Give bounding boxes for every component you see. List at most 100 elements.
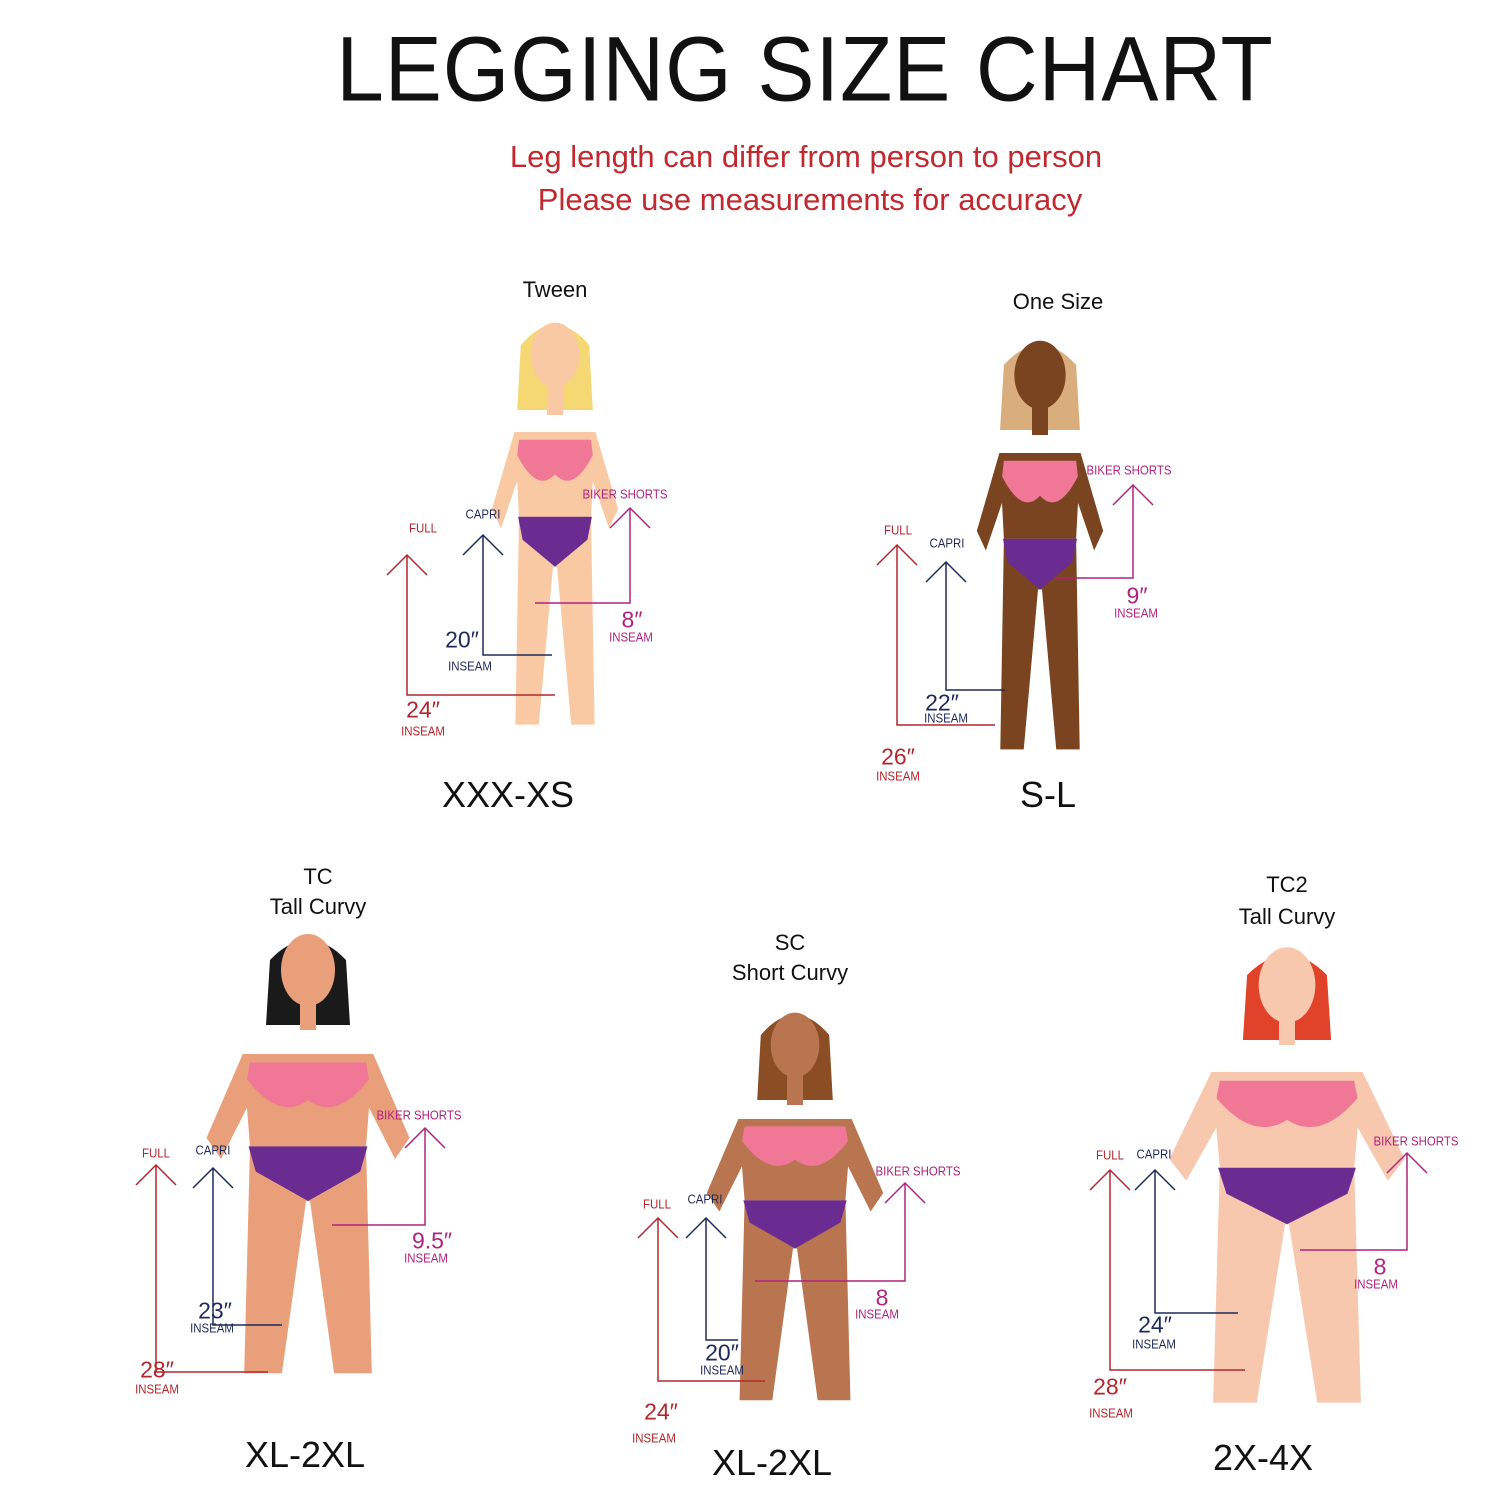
capri-label: CAPRI [465,506,501,522]
panel-title: Tall Curvy [1238,904,1336,929]
size-label: XXX-XS [441,774,575,815]
full-arrow-head [135,1163,177,1186]
inseam-label: INSEAM [448,658,492,674]
briefs [518,516,592,567]
full-arrow-head [637,1216,679,1239]
inseam-label: INSEAM [135,1381,179,1397]
capri-label: CAPRI [1136,1146,1172,1162]
inseam-label: INSEAM [1354,1276,1398,1292]
full-label: FULL [409,520,437,536]
capri-inseam-value: 20″ [445,626,479,653]
inseam-label: INSEAM [924,710,968,726]
inseam-label: INSEAM [876,768,920,784]
neck [300,1000,316,1030]
biker-arrow-head [609,506,651,529]
biker-arrow-head [1386,1151,1428,1174]
inseam-label: INSEAM [700,1362,744,1378]
figure-panel-4 [637,1012,926,1401]
biker-label: BIKER SHORTS [1373,1133,1459,1149]
biker-arrow-head [884,1181,926,1204]
head [1014,340,1066,410]
figure-panel-3 [135,934,446,1374]
panel-title: Tall Curvy [269,894,367,919]
biker-inseam-value: 9″ [1126,582,1148,609]
panel-title: TC [303,864,333,889]
capri-arrow-head [925,560,967,583]
arms [1169,1072,1405,1181]
biker-arrow-line [332,1128,426,1226]
capri-label: CAPRI [929,535,965,551]
capri-arrow-line [945,562,1005,691]
biker-inseam-value: 9.5″ [411,1227,453,1254]
neck [547,385,563,415]
capri-arrow-head [462,533,504,556]
person-figure [976,340,1104,750]
capri-arrow-head [192,1166,234,1189]
arms [492,432,618,529]
full-arrow-line [896,545,995,726]
person-figure [706,1012,884,1401]
size-label: XL-2XL [711,1442,833,1483]
arms [206,1054,410,1159]
neck [1032,405,1048,435]
biker-label: BIKER SHORTS [582,486,668,502]
panel-title: Tween [522,277,588,302]
person-figure [206,934,410,1374]
capri-arrow-line [212,1168,282,1326]
inseam-label: INSEAM [1089,1405,1133,1421]
subtitle-line-1: Leg length can differ from person to per… [509,139,1103,174]
biker-arrow-line [1055,485,1134,579]
neck [787,1075,803,1105]
figure-panel-2 [876,340,1154,750]
full-arrow-head [386,553,428,576]
full-arrow-head [876,543,918,566]
size-label: 2X-4X [1212,1437,1314,1478]
neck [1279,1015,1295,1045]
panel-title: One Size [1012,289,1104,314]
capri-inseam-value: 20″ [705,1339,739,1366]
biker-arrow-head [1112,483,1154,506]
panel-title: Short Curvy [731,960,849,985]
arms [706,1119,884,1212]
capri-arrow-line [1154,1170,1238,1314]
inseam-label: INSEAM [190,1320,234,1336]
full-inseam-value: 24″ [644,1398,678,1425]
biker-inseam-value: 8″ [621,606,643,633]
briefs [1002,538,1078,590]
panel-title: TC2 [1266,872,1308,897]
biker-inseam-value: 8 [1373,1253,1387,1280]
biker-label: BIKER SHORTS [376,1107,462,1123]
briefs [248,1146,368,1201]
biker-label: BIKER SHORTS [875,1163,961,1179]
figure-panel-1 [386,322,651,725]
full-inseam-value: 28″ [140,1356,174,1383]
biker-label: BIKER SHORTS [1086,462,1172,478]
inseam-label: INSEAM [855,1306,899,1322]
size-label: XL-2XL [244,1434,366,1475]
biker-arrow-head [404,1126,446,1149]
capri-arrow-line [705,1218,738,1341]
bra [1216,1080,1358,1128]
figure-panel-5 [1089,947,1428,1403]
capri-inseam-value: 23″ [198,1297,232,1324]
capri-arrow-line [482,535,552,656]
person-figure [492,322,618,725]
full-arrow-head [1089,1168,1131,1191]
capri-arrow-head [1134,1168,1176,1191]
chart-title: LEGGING SIZE CHART [336,18,1274,121]
legs [515,516,595,725]
subtitle-line-2: Please use measurements for accuracy [537,182,1083,217]
inseam-label: INSEAM [401,723,445,739]
capri-label: CAPRI [195,1142,231,1158]
biker-arrow-line [755,1183,906,1282]
biker-inseam-value: 8 [875,1284,889,1311]
arms [976,453,1104,551]
inseam-label: INSEAM [609,629,653,645]
head [1258,947,1316,1023]
full-inseam-value: 26″ [881,743,915,770]
full-arrow-line [1109,1170,1245,1371]
full-inseam-value: 24″ [406,696,440,723]
head [281,934,335,1006]
legs [1000,538,1080,750]
